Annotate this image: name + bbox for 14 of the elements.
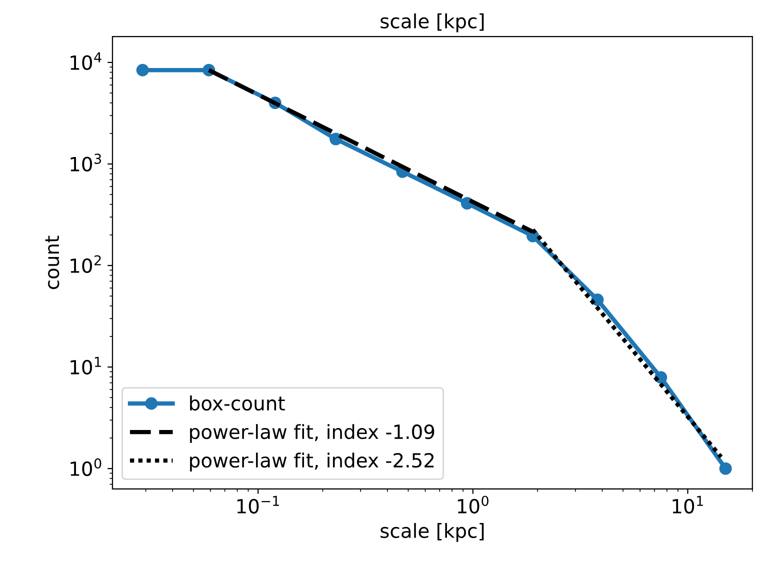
y-tick-label: 10$^{1}$ — [70, 356, 101, 375]
legend-label: box-count — [190, 396, 285, 411]
x-tick-label: 10$^{−1}$ — [237, 496, 279, 514]
y-tick-label: 10$^{4}$ — [70, 52, 102, 70]
y-tick-label: 10$^{2}$ — [70, 255, 101, 274]
x-tick-label: 10$^{0}$ — [458, 496, 488, 514]
y-tick-label: 10$^{0}$ — [70, 458, 102, 476]
chart-title: scale [kpc] — [380, 13, 484, 32]
x-axis-title: scale [kpc] — [380, 523, 484, 542]
legend-label: power-law fit, index -2.52 — [190, 452, 434, 472]
legend-label: power-law fit, index -1.09 — [190, 424, 434, 443]
y-axis-title: count — [45, 236, 60, 290]
x-tick-label: 10$^{1}$ — [672, 496, 703, 514]
y-tick-label: 10$^{3}$ — [70, 154, 102, 172]
